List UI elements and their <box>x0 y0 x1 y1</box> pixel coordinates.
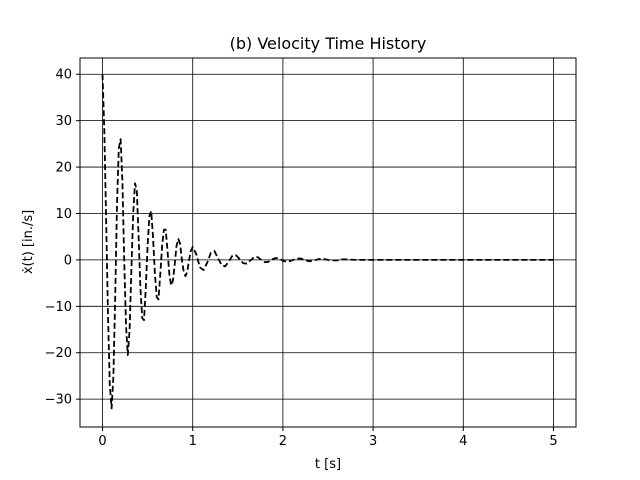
y-tick-label: 40 <box>55 68 72 83</box>
y-tick-label: 0 <box>64 253 72 268</box>
y-tick-label: −10 <box>45 300 72 315</box>
velocity-series-line <box>101 74 554 410</box>
x-tick-label: 4 <box>459 434 467 449</box>
x-tick-label: 1 <box>189 434 197 449</box>
chart-title: (b) Velocity Time History <box>230 34 427 53</box>
plot-frame <box>79 57 577 428</box>
tick-layer: 0 1 2 3 4 5 −30 −20 −10 0 10 20 30 40 <box>45 68 558 449</box>
x-tick-label: 5 <box>549 434 557 449</box>
y-tick-label: 30 <box>55 114 72 129</box>
y-tick-label: −20 <box>45 346 72 361</box>
x-axis-label: t [s] <box>315 457 341 472</box>
y-tick-label: 10 <box>55 207 72 222</box>
x-tick-label: 3 <box>369 434 377 449</box>
y-tick-label: −30 <box>45 393 72 408</box>
x-tick-label: 0 <box>98 434 106 449</box>
x-tick-label: 2 <box>279 434 287 449</box>
grid-layer <box>80 58 576 427</box>
y-tick-label: 20 <box>55 161 72 176</box>
data-line-layer <box>101 74 554 410</box>
y-axis-label: ẋ(t) [in./s] <box>21 210 36 274</box>
